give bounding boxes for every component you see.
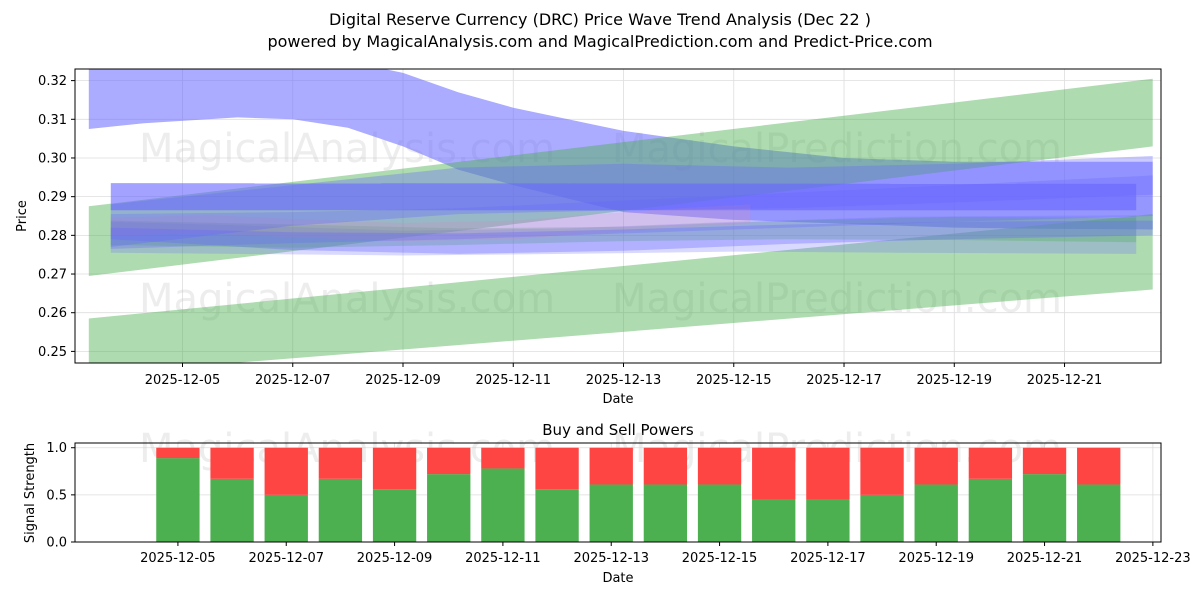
price-y-ticks: 0.25 0.26 0.27 0.28 0.29 0.30 0.31 0.32 bbox=[38, 74, 75, 360]
band-green-lower-rise bbox=[88, 214, 1153, 363]
buy-bar bbox=[860, 494, 904, 542]
signal-plot: Buy and Sell Powers MagicalAnalysis.com … bbox=[23, 421, 1191, 586]
buy-bar bbox=[372, 489, 417, 542]
sell-bar bbox=[697, 447, 742, 485]
band-steel-rise bbox=[110, 156, 1153, 247]
sell-bar bbox=[481, 447, 525, 469]
signal-x-tick-label: 2025-12-19 bbox=[898, 551, 974, 566]
price-plot: MagicalAnalysis.com MagicalPrediction.co… bbox=[15, 68, 1162, 407]
sell-bar bbox=[156, 447, 200, 459]
band-blue-cross-thin bbox=[110, 220, 1153, 254]
sell-bar bbox=[264, 447, 308, 495]
signal-x-tick-label: 2025-12-11 bbox=[465, 551, 541, 566]
band-pink-flat bbox=[110, 204, 751, 242]
sell-bar bbox=[1022, 447, 1067, 475]
buy-bar bbox=[156, 458, 200, 542]
signal-y-ticks: 0.0 0.5 1.0 bbox=[46, 441, 75, 551]
buy-bar bbox=[806, 499, 850, 542]
sell-bar bbox=[535, 447, 579, 490]
price-x-tick-label: 2025-12-05 bbox=[145, 373, 221, 388]
band-blue-flat-dark bbox=[110, 183, 1137, 211]
signal-x-tick-label: 2025-12-13 bbox=[573, 551, 649, 566]
band-blue-flat-light bbox=[110, 215, 1137, 256]
price-y-tick-label: 0.25 bbox=[38, 345, 67, 360]
signal-x-tick-label: 2025-12-23 bbox=[1115, 551, 1191, 566]
price-x-tick-label: 2025-12-07 bbox=[255, 373, 331, 388]
price-x-axis-label: Date bbox=[602, 392, 633, 407]
price-x-tick-label: 2025-12-13 bbox=[586, 373, 662, 388]
sell-bar bbox=[752, 447, 796, 500]
buy-bar bbox=[968, 478, 1013, 542]
signal-x-axis-label: Date bbox=[602, 571, 633, 586]
price-x-tick-label: 2025-12-17 bbox=[806, 373, 882, 388]
sell-bar bbox=[643, 447, 688, 485]
sell-bar bbox=[860, 447, 904, 495]
sell-bar bbox=[806, 447, 850, 500]
signal-x-tick-label: 2025-12-07 bbox=[248, 551, 324, 566]
band-green-upper-rise bbox=[88, 78, 1153, 276]
signal-bars bbox=[156, 447, 1121, 542]
price-y-tick-label: 0.32 bbox=[38, 74, 67, 89]
signal-plot-frame bbox=[74, 442, 1162, 543]
chart-subtitle: powered by MagicalAnalysis.com and Magic… bbox=[267, 32, 932, 51]
price-y-tick-label: 0.31 bbox=[38, 113, 67, 128]
buy-bar bbox=[210, 478, 254, 542]
buy-bar bbox=[264, 494, 308, 542]
sell-bar bbox=[589, 447, 633, 485]
signal-y-axis-label: Signal Strength bbox=[23, 443, 38, 543]
buy-bar bbox=[1022, 474, 1067, 542]
signal-x-tick-label: 2025-12-17 bbox=[790, 551, 866, 566]
buy-bar bbox=[535, 489, 579, 542]
price-x-ticks: 2025-12-05 2025-12-07 2025-12-09 2025-12-11… bbox=[145, 363, 1103, 388]
signal-x-tick-label: 2025-12-09 bbox=[357, 551, 433, 566]
price-bands bbox=[88, 69, 1153, 363]
sell-bar bbox=[210, 447, 254, 479]
sell-bar bbox=[318, 447, 363, 479]
sell-bar bbox=[968, 447, 1013, 479]
sell-bar bbox=[372, 447, 417, 490]
price-y-tick-label: 0.28 bbox=[38, 229, 67, 244]
sell-bar bbox=[914, 447, 958, 485]
price-y-axis-label: Price bbox=[15, 200, 30, 232]
sell-bar bbox=[427, 447, 471, 475]
price-x-tick-label: 2025-12-21 bbox=[1027, 373, 1103, 388]
price-y-tick-label: 0.26 bbox=[38, 306, 67, 321]
price-x-tick-label: 2025-12-11 bbox=[475, 373, 551, 388]
signal-x-tick-label: 2025-12-05 bbox=[140, 551, 216, 566]
sell-bar bbox=[1077, 447, 1121, 485]
price-plot-frame bbox=[74, 68, 1162, 364]
band-green-flat bbox=[110, 216, 1137, 248]
signal-y-tick-label: 0.5 bbox=[46, 488, 67, 503]
watermark-analysis-2: MagicalAnalysis.com bbox=[139, 276, 555, 322]
signal-x-tick-label: 2025-12-15 bbox=[682, 551, 758, 566]
signal-plot-title: Buy and Sell Powers bbox=[542, 421, 694, 439]
buy-bar bbox=[697, 484, 742, 542]
price-x-tick-label: 2025-12-15 bbox=[696, 373, 772, 388]
buy-bar bbox=[914, 484, 958, 542]
buy-bar bbox=[643, 484, 688, 542]
signal-y-tick-label: 0.0 bbox=[46, 536, 67, 551]
price-y-tick-label: 0.29 bbox=[38, 190, 67, 205]
buy-bar bbox=[589, 484, 633, 542]
signal-x-ticks: 2025-12-05 2025-12-07 2025-12-09 2025-12-11… bbox=[140, 542, 1191, 566]
buy-bar bbox=[752, 499, 796, 542]
buy-bar bbox=[427, 474, 471, 542]
buy-bar bbox=[1077, 484, 1121, 542]
price-x-tick-label: 2025-12-19 bbox=[916, 373, 992, 388]
watermark-prediction-2: MagicalPrediction.com bbox=[612, 276, 1062, 322]
buy-bar bbox=[481, 468, 525, 542]
price-y-tick-label: 0.27 bbox=[38, 268, 67, 283]
price-y-tick-label: 0.30 bbox=[38, 151, 67, 166]
signal-x-tick-label: 2025-12-21 bbox=[1007, 551, 1083, 566]
buy-bar bbox=[318, 478, 363, 542]
signal-y-tick-label: 1.0 bbox=[46, 441, 67, 456]
chart-title: Digital Reserve Currency (DRC) Price Wav… bbox=[329, 10, 871, 29]
band-blue-rise-mid bbox=[110, 175, 1153, 249]
price-x-tick-label: 2025-12-09 bbox=[365, 373, 441, 388]
